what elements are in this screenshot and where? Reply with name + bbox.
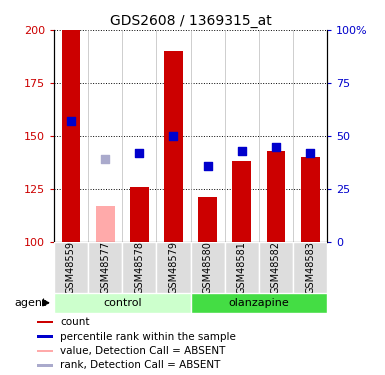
Text: GSM48559: GSM48559 bbox=[66, 241, 76, 294]
Text: GSM48583: GSM48583 bbox=[305, 241, 315, 294]
Bar bbox=[37, 336, 53, 338]
Bar bbox=[233, 161, 251, 242]
Bar bbox=[164, 51, 183, 242]
Text: rank, Detection Call = ABSENT: rank, Detection Call = ABSENT bbox=[60, 360, 221, 370]
Text: GSM48582: GSM48582 bbox=[271, 241, 281, 294]
Text: GSM48577: GSM48577 bbox=[100, 241, 110, 294]
Point bbox=[102, 156, 108, 162]
Point bbox=[273, 144, 279, 150]
Point bbox=[239, 148, 245, 154]
Bar bbox=[54, 292, 191, 313]
Bar bbox=[37, 321, 53, 323]
Text: GSM48581: GSM48581 bbox=[237, 241, 247, 294]
Point bbox=[171, 133, 177, 139]
Point bbox=[68, 118, 74, 124]
Bar bbox=[54, 242, 88, 292]
Point bbox=[136, 150, 142, 156]
Text: agent: agent bbox=[14, 298, 46, 308]
Bar bbox=[225, 242, 259, 292]
Title: GDS2608 / 1369315_at: GDS2608 / 1369315_at bbox=[110, 13, 271, 28]
Text: control: control bbox=[103, 298, 142, 308]
Bar bbox=[266, 151, 285, 242]
Text: value, Detection Call = ABSENT: value, Detection Call = ABSENT bbox=[60, 346, 226, 356]
Text: percentile rank within the sample: percentile rank within the sample bbox=[60, 332, 236, 342]
Bar bbox=[62, 30, 80, 242]
Bar bbox=[198, 197, 217, 242]
Text: GSM48578: GSM48578 bbox=[134, 241, 144, 294]
Bar bbox=[88, 242, 122, 292]
Text: count: count bbox=[60, 317, 90, 327]
Bar bbox=[130, 187, 149, 242]
Bar bbox=[191, 292, 327, 313]
Point bbox=[204, 163, 211, 169]
Text: GSM48580: GSM48580 bbox=[203, 241, 213, 294]
Point bbox=[307, 150, 313, 156]
Bar bbox=[37, 364, 53, 366]
Bar bbox=[259, 242, 293, 292]
Bar bbox=[96, 206, 115, 242]
Bar bbox=[156, 242, 191, 292]
Bar bbox=[37, 350, 53, 352]
Bar bbox=[191, 242, 225, 292]
Bar bbox=[293, 242, 327, 292]
Text: GSM48579: GSM48579 bbox=[169, 241, 179, 294]
Bar bbox=[301, 157, 320, 242]
Bar bbox=[122, 242, 156, 292]
Text: olanzapine: olanzapine bbox=[229, 298, 289, 308]
